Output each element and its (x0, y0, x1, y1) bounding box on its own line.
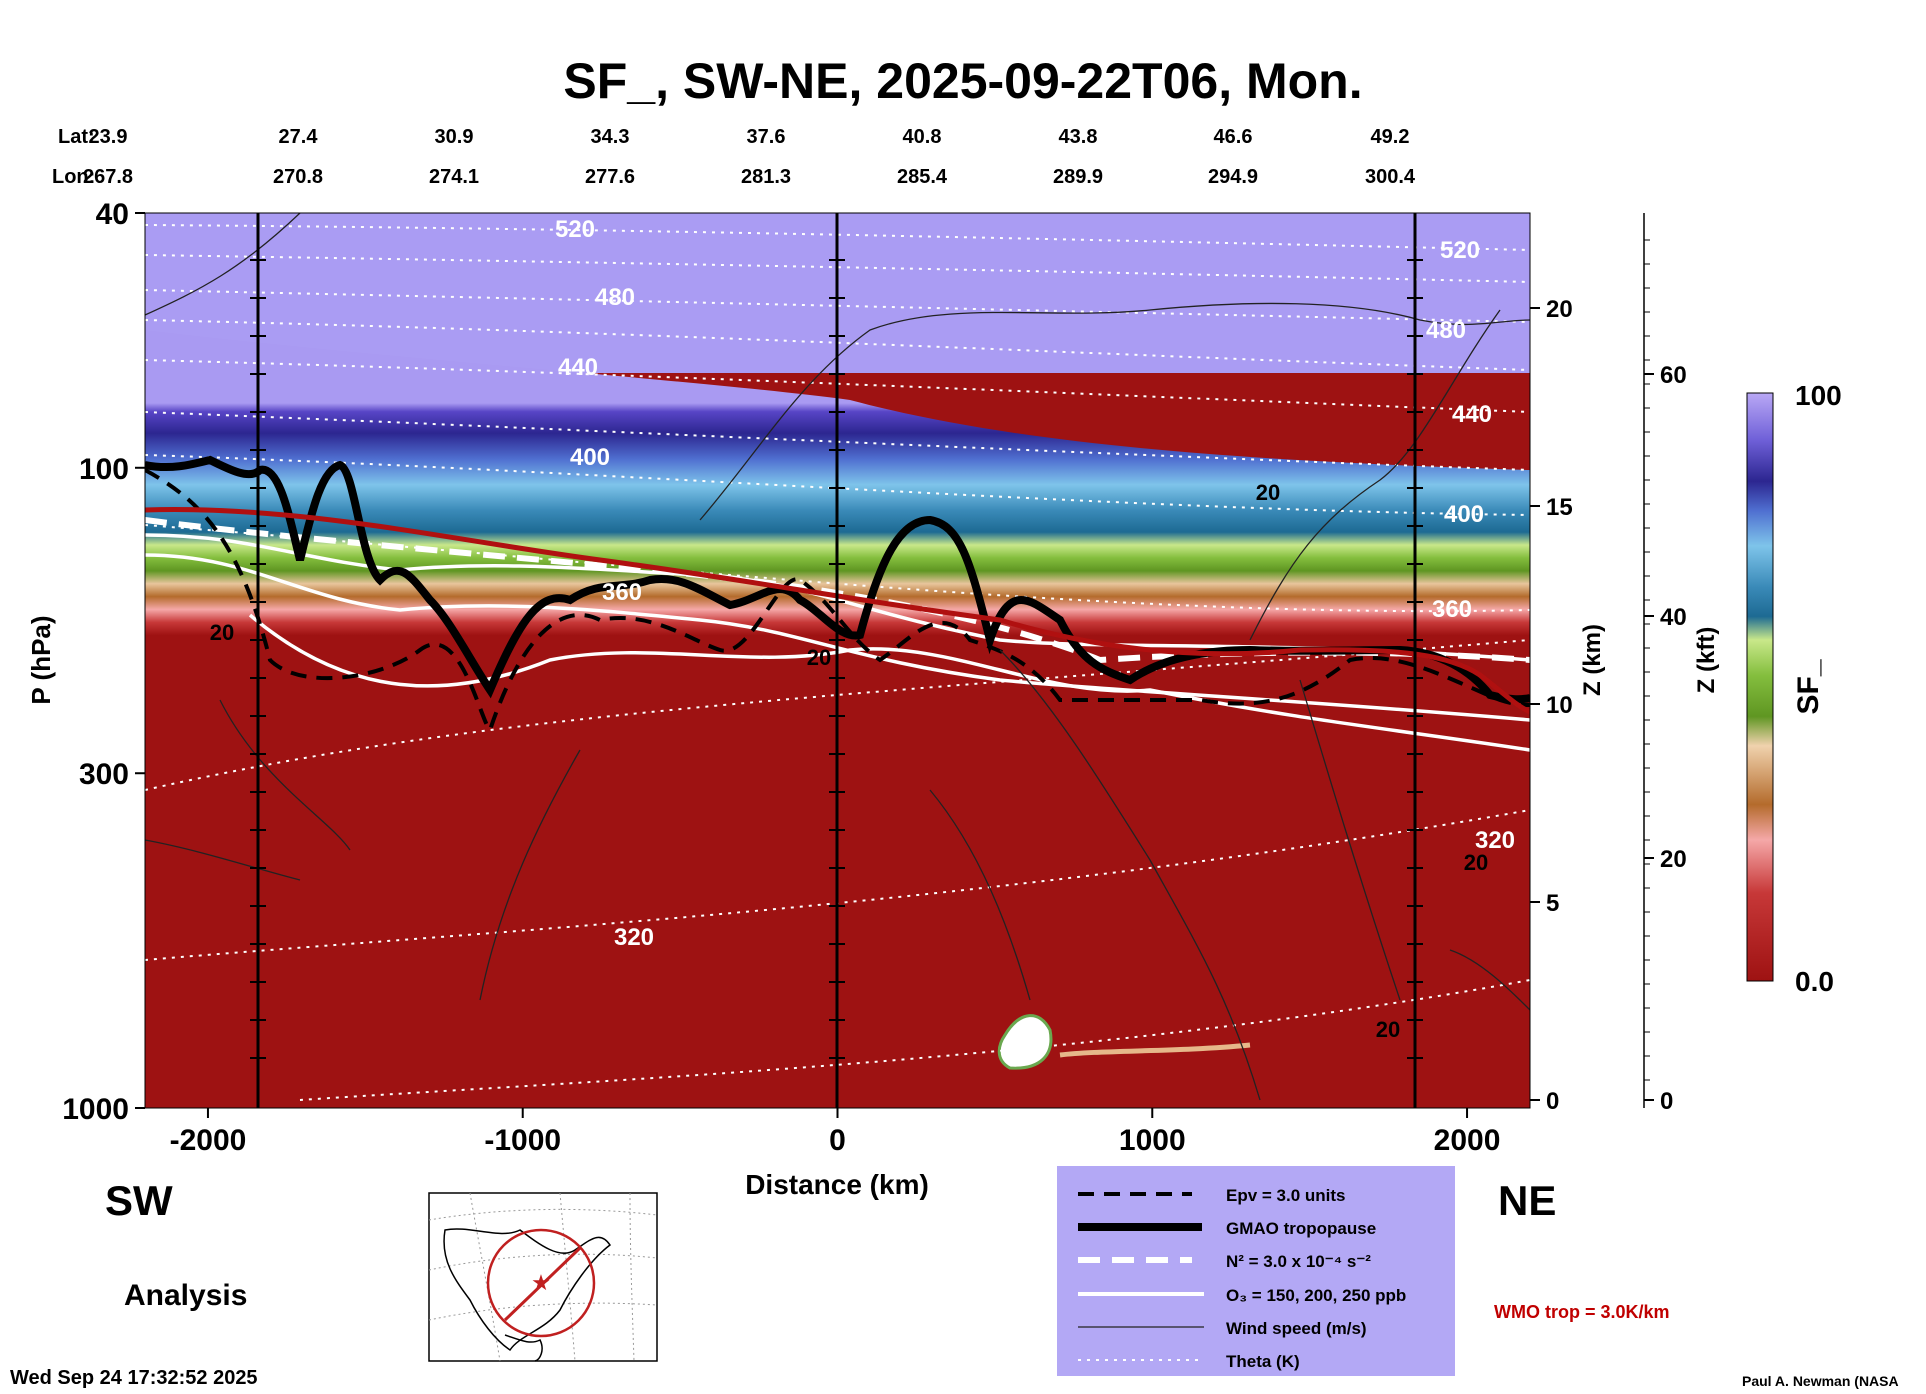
z-km-axis: 0 5 10 15 20 (1530, 296, 1573, 1115)
lon-value: 300.4 (1365, 166, 1416, 188)
lat-value: 23.9 (89, 126, 128, 148)
x-axis-label: Distance (km) (745, 1169, 929, 1200)
z-kft-tick-label: 20 (1660, 846, 1687, 873)
theta-label: 440 (558, 354, 598, 381)
direction-sw: SW (105, 1177, 173, 1224)
lat-value: 30.9 (435, 126, 474, 148)
x-tick-label: -2000 (170, 1124, 247, 1157)
legend: Epv = 3.0 units GMAO tropopause N² = 3.0… (1057, 1166, 1455, 1376)
z-kft-tick-label: 0 (1660, 1088, 1673, 1115)
colorbar-min: 0.0 (1795, 966, 1834, 997)
lon-value: 281.3 (741, 166, 791, 188)
lon-value: 289.9 (1053, 166, 1103, 188)
credit: Paul A. Newman (NASA (1742, 1373, 1899, 1389)
wind-speed-label: 20 (807, 645, 831, 670)
lat-value: 37.6 (747, 126, 786, 148)
z-km-tick-label: 0 (1546, 1088, 1559, 1115)
p-tick-label: 1000 (62, 1093, 129, 1126)
z-kft-tick-label: 60 (1660, 362, 1687, 389)
analysis-label: Analysis (124, 1279, 247, 1312)
z-km-tick-label: 10 (1546, 692, 1573, 719)
theta-label-right: 440 (1452, 401, 1492, 428)
z-km-tick-label: 15 (1546, 494, 1573, 521)
chart-title: SF_, SW-NE, 2025-09-22T06, Mon. (563, 53, 1362, 109)
lon-value: 285.4 (897, 166, 948, 188)
lon-value: 270.8 (273, 166, 323, 188)
p-axis: 40 100 300 1000 (62, 198, 145, 1126)
legend-wind: Wind speed (m/s) (1226, 1319, 1367, 1338)
lon-value: 267.8 (83, 166, 133, 188)
lon-value: 277.6 (585, 166, 635, 188)
z-kft-axis-label: Z (kft) (1693, 627, 1720, 694)
x-tick-label: -1000 (484, 1124, 561, 1157)
x-axis: -2000 -1000 0 1000 2000 (145, 1107, 1530, 1157)
x-tick-label: 1000 (1119, 1124, 1186, 1157)
lat-value: 49.2 (1371, 126, 1410, 148)
wmo-tropopause (145, 507, 1530, 715)
theta-label-right: 520 (1440, 237, 1480, 264)
z-km-tick-label: 20 (1546, 296, 1573, 323)
z-kft-axis: 0 20 40 60 (1643, 213, 1687, 1115)
theta-label-right: 360 (1432, 596, 1472, 623)
colorbar: 100 0.0 SF_ (1746, 380, 1842, 997)
x-tick-label: 0 (829, 1124, 846, 1157)
legend-ozone: O₃ = 150, 200, 250 ppb (1226, 1286, 1406, 1305)
lat-lon-row: 23.9 27.4 30.9 34.3 37.6 40.8 43.8 46.6 49.2 267.… (83, 126, 1416, 188)
legend-theta: Theta (K) (1226, 1352, 1300, 1371)
p-tick-label: 100 (79, 453, 129, 486)
theta-label-right: 400 (1444, 501, 1484, 528)
colorbar-max: 100 (1795, 380, 1842, 411)
legend-tropopause: GMAO tropopause (1226, 1219, 1376, 1238)
epv-contour (145, 468, 1530, 734)
plot-area: 520 480 440 400 360 320 520 480 440 400 360 320 20… (144, 212, 1531, 1109)
theta-label: 480 (595, 284, 635, 311)
lat-value: 40.8 (903, 126, 942, 148)
wind-speed-label: 20 (210, 620, 234, 645)
theta-label: 320 (614, 924, 654, 951)
p-axis-label: P (hPa) (26, 615, 56, 704)
inset-map: ★ (428, 1192, 658, 1362)
theta-label: 360 (602, 579, 642, 606)
theta-label-right: 320 (1475, 827, 1515, 854)
wmo-label: WMO trop = 3.0K/km (1494, 1302, 1670, 1322)
z-km-axis-label: Z (km) (1579, 624, 1606, 696)
lat-value: 34.3 (591, 126, 630, 148)
z-kft-tick-label: 40 (1660, 604, 1687, 631)
lon-value: 274.1 (429, 166, 479, 188)
wind-speed-contours (145, 213, 1530, 1101)
legend-epv: Epv = 3.0 units (1226, 1186, 1346, 1205)
section-markers (256, 213, 1417, 1108)
z-km-tick-label: 5 (1546, 890, 1559, 917)
wind-speed-label: 20 (1376, 1017, 1400, 1042)
x-tick-label: 2000 (1434, 1124, 1501, 1157)
map-center-star-icon: ★ (531, 1271, 551, 1296)
lon-value: 294.9 (1208, 166, 1258, 188)
lon-label: Lon: (52, 166, 95, 188)
p-tick-label: 300 (79, 758, 129, 791)
lat-value: 43.8 (1059, 126, 1098, 148)
legend-n2: N² = 3.0 x 10⁻⁴ s⁻² (1226, 1252, 1371, 1271)
colorbar-label: SF_ (1792, 659, 1825, 714)
wind-speed-label: 20 (1464, 850, 1488, 875)
wind-speed-label: 20 (1256, 480, 1280, 505)
lat-label: Lat: (58, 126, 95, 148)
lat-value: 46.6 (1214, 126, 1253, 148)
lat-value: 27.4 (279, 126, 319, 148)
direction-ne: NE (1498, 1177, 1556, 1224)
theta-label: 520 (555, 216, 595, 243)
theta-label-right: 480 (1426, 317, 1466, 344)
theta-label: 400 (570, 444, 610, 471)
timestamp: Wed Sep 24 17:32:52 2025 (10, 1367, 258, 1389)
p-tick-label: 40 (96, 198, 129, 231)
